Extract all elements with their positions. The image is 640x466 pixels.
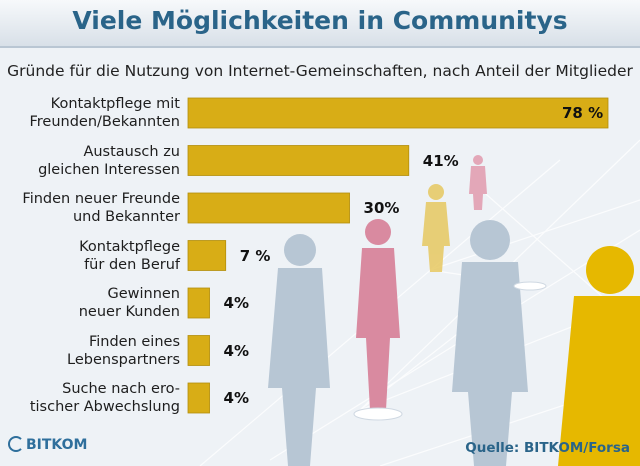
- bar-5: [187, 335, 210, 366]
- value-label: 4%: [223, 341, 249, 360]
- pink-silhouettes: [353, 155, 487, 421]
- bar-6: [187, 382, 210, 414]
- category-label: Finden eines Lebenspartners: [67, 333, 180, 368]
- value-label: 4%: [223, 294, 249, 312]
- bar-1: [187, 145, 410, 176]
- chart-subtitle: Gründe für die Nutzung von Internet-Geme…: [7, 62, 633, 80]
- value-label: 4%: [223, 389, 249, 407]
- category-label: Kontaktpflege für den Beruf: [79, 238, 180, 273]
- value-label: 30%: [363, 199, 400, 217]
- chart-title: Viele Möglichkeiten in Communitys: [72, 6, 568, 35]
- bitkom-logo: BITKOM: [8, 436, 87, 453]
- grey-silhouettes: [268, 220, 528, 466]
- bitkom-logo-text: BITKOM: [26, 437, 88, 453]
- category-label: Finden neuer Freunde und Bekannter: [22, 191, 180, 225]
- category-label: Suche nach ero- tischer Abwechslung: [29, 381, 180, 415]
- yellow-silhouettes: [422, 184, 450, 272]
- bar-3: [187, 240, 227, 271]
- bar-2: [187, 192, 350, 224]
- bar-4: [187, 287, 210, 319]
- value-label: 41%: [422, 151, 459, 170]
- value-label: 78 %: [562, 104, 604, 122]
- source-note: Quelle: BITKOM/Forsa: [465, 440, 630, 456]
- bar-0: [187, 97, 609, 129]
- title-bar: Viele Möglichkeiten in Communitys: [0, 0, 640, 48]
- yellow-figure-right: [558, 246, 640, 466]
- value-label: 7 %: [239, 246, 271, 265]
- category-label: Kontaktpflege mit Freunden/Bekannten: [29, 96, 180, 130]
- category-label: Gewinnen neuer Kunden: [78, 286, 180, 320]
- category-label: Austausch zu gleichen Interessen: [38, 143, 180, 178]
- bitkom-logo-icon: [8, 436, 24, 452]
